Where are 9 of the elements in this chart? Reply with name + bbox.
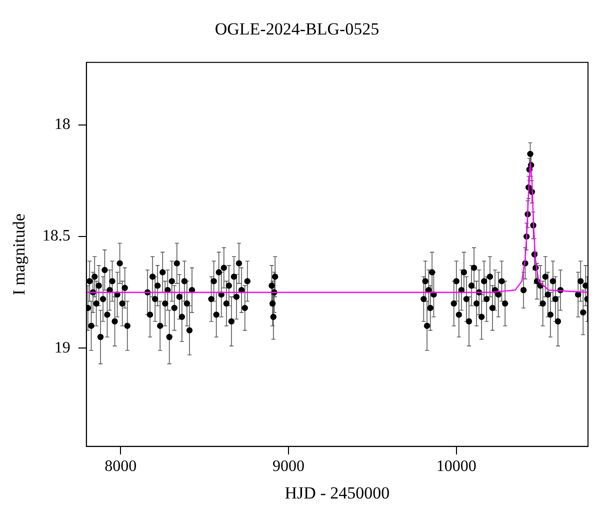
x-tick-label: 9000 bbox=[272, 458, 305, 476]
y-axis-title: I magnitude bbox=[10, 214, 29, 296]
y-tick-label: 18.5 bbox=[42, 228, 70, 245]
y-tick-label: 18 bbox=[54, 116, 70, 134]
x-axis-title: HJD - 2450000 bbox=[284, 483, 390, 502]
chart-title: OGLE-2024-BLG-0525 bbox=[214, 20, 380, 39]
x-tick-label: 8000 bbox=[104, 458, 137, 476]
x-tick-label: 10000 bbox=[436, 458, 476, 476]
y-tick-label: 19 bbox=[54, 339, 70, 356]
